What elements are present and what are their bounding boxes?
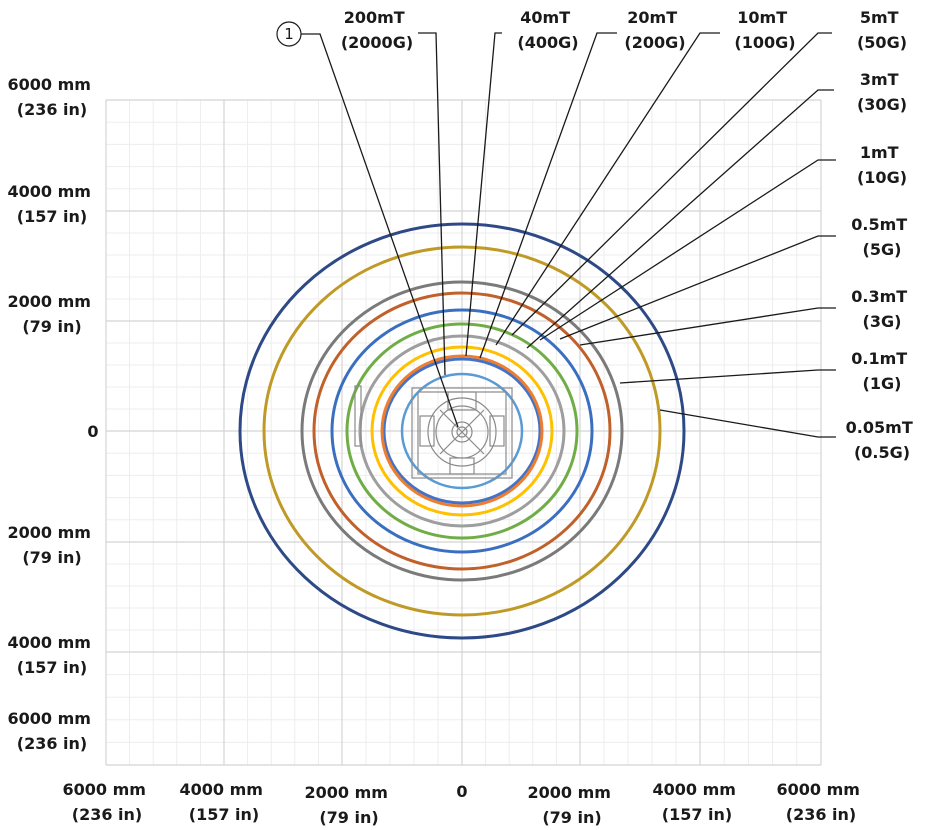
label-40mt: 40mT (400G) [517,8,578,52]
callout-number: 1 [284,25,294,43]
label-10mt: 10mT (100G) [734,8,795,52]
x-tick-p4000: 4000 mm (157 in) [652,780,741,824]
callout-1: 1 [276,21,459,428]
field-labels: 200mT (2000G) 40mT (400G) 20mT (200G) 10… [341,8,919,462]
leader-200mt [418,32,446,376]
y-axis-labels: 6000 mm (236 in) 4000 mm (157 in) 2000 m… [7,75,98,753]
major-grid [105,99,822,766]
leader-20mt [479,32,617,359]
contour-005mt [238,222,686,640]
leader-5mt [511,32,832,336]
contour-200mt [400,372,524,490]
label-3mt: 3mT (30G) [857,70,907,114]
y-tick-n6000: 6000 mm (236 in) [7,709,96,753]
leader-lines [418,32,836,438]
field-contours [238,222,686,640]
leader-10mt [495,32,720,346]
y-tick-n4000: 4000 mm (157 in) [7,633,96,677]
contour-03mt [300,280,624,582]
label-05mt: 0.5mT (5G) [851,215,913,259]
contour-5mt [358,334,566,528]
label-5mt: 5mT (50G) [857,8,907,52]
x-tick-n4000: 4000 mm (157 in) [179,780,268,824]
leader-03mt [579,307,836,346]
y-tick-n2000: 2000 mm (79 in) [7,523,96,567]
contour-3mt [345,322,579,540]
contour-20mt [382,357,542,505]
x-axis-labels: 6000 mm (236 in) 4000 mm (157 in) 2000 m… [62,780,865,827]
leader-3mt [526,89,834,349]
y-tick-zero: 0 [87,422,98,441]
y-tick-p4000: 4000 mm (157 in) [7,182,96,226]
contour-01mt [262,245,662,617]
contour-1mt [330,308,594,554]
leader-05mt [559,235,836,340]
y-tick-p2000: 2000 mm (79 in) [7,292,96,336]
x-tick-zero: 0 [456,782,467,801]
leader-40mt [465,32,502,357]
contour-40mt [380,354,544,508]
leader-01mt [619,369,836,384]
magnet-footprint-icon [354,385,513,479]
x-tick-p6000: 6000 mm (236 in) [776,780,865,824]
label-200mt: 200mT (2000G) [341,8,413,52]
label-01mt: 0.1mT (1G) [851,349,913,393]
contour-10mt [370,345,554,517]
x-tick-n6000: 6000 mm (236 in) [62,780,151,824]
y-tick-p6000: 6000 mm (236 in) [7,75,96,119]
x-tick-n2000: 2000 mm (79 in) [304,783,393,827]
leader-1mt [539,159,836,341]
label-005mt: 0.05mT (0.5G) [846,418,919,462]
label-1mt: 1mT (10G) [857,143,907,187]
leader-005mt [659,409,836,438]
label-03mt: 0.3mT (3G) [851,287,913,331]
grid [105,99,822,766]
label-20mt: 20mT (200G) [624,8,685,52]
x-tick-p2000: 2000 mm (79 in) [527,783,616,827]
contour-05mt [312,291,612,571]
